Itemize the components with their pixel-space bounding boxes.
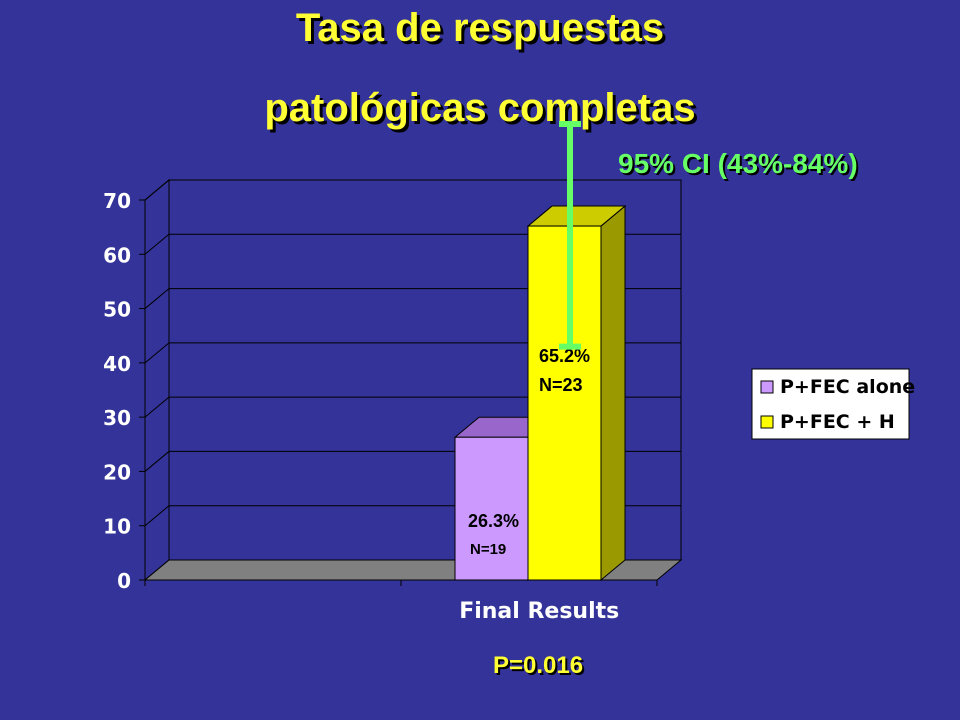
- data-label-value-2: 65.2%: [539, 346, 590, 366]
- x-category-label: Final Results: [459, 599, 619, 624]
- legend-swatch-1: [760, 380, 774, 394]
- legend-swatch-2: [760, 415, 774, 429]
- gridline: [144, 179, 681, 201]
- legend-label-2: P+FEC + H: [780, 411, 895, 433]
- y-tick-label: 20: [103, 460, 131, 484]
- y-tick-label: 30: [103, 406, 131, 430]
- slide-title-line-2: patológicas completas: [264, 86, 696, 130]
- confidence-interval-label: 95% CI (43%-84%): [618, 148, 858, 179]
- slide-title-line-1: Tasa de respuestas: [295, 6, 665, 50]
- gridline: [144, 288, 681, 309]
- y-tick-label: 10: [103, 515, 131, 539]
- gridline: [144, 396, 681, 418]
- data-label-n-1: N=19: [470, 541, 506, 558]
- y-tick-label: 40: [103, 352, 131, 376]
- bar-1: [454, 436, 529, 581]
- y-tick-label: 70: [103, 189, 131, 213]
- y-tick-label: 60: [103, 243, 131, 267]
- gridline: [144, 233, 681, 255]
- y-tick-label: 50: [103, 298, 131, 322]
- bar-2: [527, 225, 602, 581]
- data-label-n-2: N=23: [539, 375, 583, 395]
- y-tick-label: 0: [117, 569, 131, 593]
- chart-side-wall: [144, 178, 170, 582]
- data-label-value-1: 26.3%: [468, 511, 519, 531]
- p-value-label: P=0.016: [493, 652, 584, 679]
- legend-label-1: P+FEC alone: [780, 376, 915, 398]
- legend-box: [751, 368, 910, 440]
- bar-side-2: [600, 204, 626, 582]
- gridline: [144, 342, 681, 364]
